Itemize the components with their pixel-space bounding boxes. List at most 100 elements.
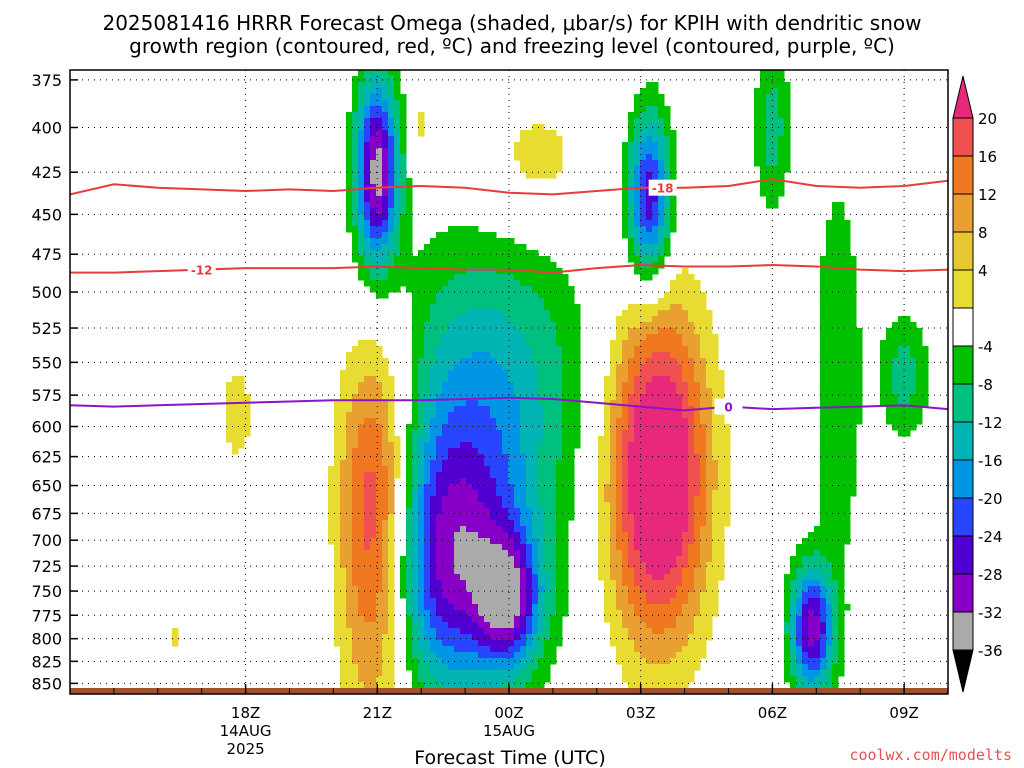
omega-cell: [364, 472, 371, 479]
omega-cell: [520, 634, 527, 641]
omega-cell: [628, 148, 635, 155]
omega-cell: [340, 538, 347, 545]
omega-cell: [358, 226, 365, 233]
omega-cell: [418, 532, 425, 539]
omega-cell: [382, 220, 389, 227]
omega-cell: [550, 574, 557, 581]
omega-cell: [646, 448, 653, 455]
omega-cell: [550, 580, 557, 587]
omega-cell: [454, 646, 461, 653]
omega-cell: [688, 400, 695, 407]
omega-cell: [568, 502, 575, 509]
omega-cell: [418, 352, 425, 359]
omega-cell: [328, 472, 335, 479]
omega-cell: [658, 328, 665, 335]
omega-cell: [700, 322, 707, 329]
omega-cell: [640, 544, 647, 551]
omega-cell: [652, 376, 659, 383]
omega-cell: [358, 592, 365, 599]
omega-cell: [472, 238, 479, 245]
omega-cell: [544, 550, 551, 557]
omega-cell: [490, 286, 497, 293]
omega-cell: [778, 88, 785, 95]
omega-cell: [658, 352, 665, 359]
omega-cell: [334, 592, 341, 599]
omega-cell: [436, 346, 443, 353]
omega-cell: [358, 232, 365, 239]
omega-cell: [820, 658, 827, 665]
omega-cell: [376, 658, 383, 665]
omega-cell: [376, 556, 383, 563]
omega-cell: [640, 100, 647, 107]
omega-cell: [472, 592, 479, 599]
omega-cell: [646, 550, 653, 557]
omega-cell: [598, 568, 605, 575]
omega-cell: [358, 274, 365, 281]
omega-cell: [658, 556, 665, 563]
omega-cell: [652, 166, 659, 173]
omega-cell: [622, 478, 629, 485]
omega-cell: [760, 148, 767, 155]
omega-cell: [568, 442, 575, 449]
omega-cell: [694, 496, 701, 503]
omega-cell: [622, 610, 629, 617]
omega-cell: [430, 268, 437, 275]
omega-cell: [382, 484, 389, 491]
omega-cell: [724, 478, 731, 485]
omega-cell: [820, 568, 827, 575]
omega-cell: [640, 454, 647, 461]
omega-cell: [820, 640, 827, 647]
omega-cell: [532, 598, 539, 605]
omega-cell: [604, 574, 611, 581]
omega-cell: [706, 478, 713, 485]
omega-cell: [520, 574, 527, 581]
omega-cell: [550, 352, 557, 359]
omega-cell: [448, 640, 455, 647]
omega-cell: [718, 550, 725, 557]
omega-cell: [400, 226, 407, 233]
omega-cell: [790, 652, 797, 659]
omega-cell: [718, 538, 725, 545]
omega-cell: [820, 424, 827, 431]
omega-cell: [388, 520, 395, 527]
omega-cell: [508, 334, 515, 341]
omega-cell: [634, 244, 641, 251]
omega-cell: [544, 292, 551, 299]
omega-cell: [346, 478, 353, 485]
omega-cell: [760, 154, 767, 161]
omega-cell: [388, 286, 395, 293]
omega-cell: [640, 178, 647, 185]
omega-cell: [466, 364, 473, 371]
omega-cell: [418, 460, 425, 467]
omega-cell: [358, 154, 365, 161]
omega-cell: [652, 508, 659, 515]
omega-cell: [382, 562, 389, 569]
omega-cell: [340, 484, 347, 491]
omega-cell: [604, 466, 611, 473]
omega-cell: [658, 142, 665, 149]
omega-cell: [514, 346, 521, 353]
omega-cell: [370, 586, 377, 593]
omega-cell: [712, 460, 719, 467]
omega-cell: [538, 436, 545, 443]
omega-cell: [538, 172, 545, 179]
omega-cell: [466, 412, 473, 419]
omega-cell: [706, 574, 713, 581]
omega-cell: [394, 442, 401, 449]
omega-cell: [550, 652, 557, 659]
omega-cell: [496, 580, 503, 587]
omega-cell: [772, 148, 779, 155]
omega-cell: [550, 286, 557, 293]
omega-cell: [460, 316, 467, 323]
omega-cell: [346, 682, 353, 689]
omega-cell: [514, 610, 521, 617]
omega-cell: [544, 622, 551, 629]
omega-cell: [364, 214, 371, 221]
omega-cell: [598, 472, 605, 479]
omega-cell: [466, 580, 473, 587]
omega-cell: [388, 430, 395, 437]
omega-cell: [352, 250, 359, 257]
omega-cell: [352, 118, 359, 125]
omega-cell: [442, 592, 449, 599]
omega-cell: [358, 562, 365, 569]
